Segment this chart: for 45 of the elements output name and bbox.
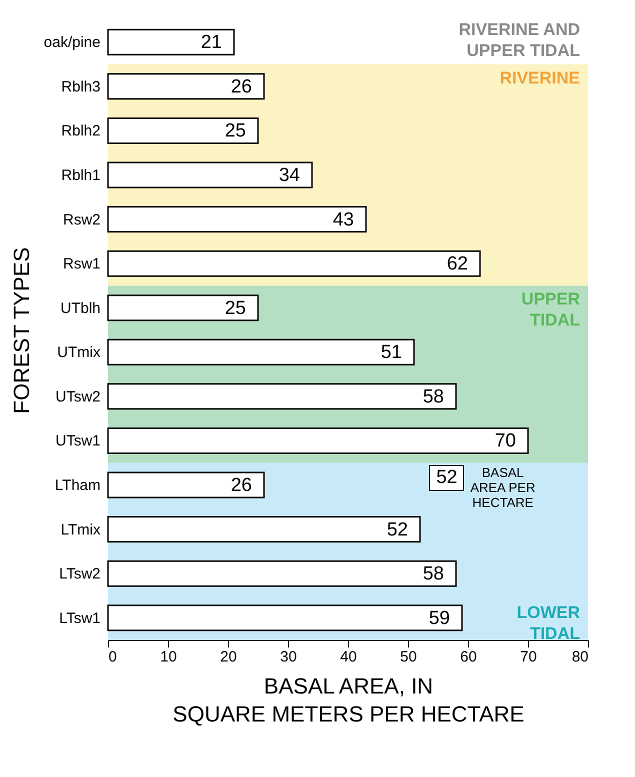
data-label: 58: [422, 564, 444, 585]
y-tick-label: oak/pine: [44, 34, 100, 52]
data-label: 21: [200, 32, 222, 54]
annotation: BASAL AREA PER HECTARE: [470, 464, 536, 510]
data-label: 34: [278, 165, 300, 186]
y-tick-label: LTsw1: [59, 610, 100, 627]
y-tick-label: Rblh2: [61, 122, 100, 140]
x-tick-label: 70: [520, 648, 537, 666]
data-label: 43: [332, 209, 354, 230]
data-label: 59: [428, 608, 450, 629]
y-tick-label: Rblh1: [61, 167, 100, 184]
x-tick-label: 0: [108, 648, 117, 666]
band-label: UPPER TIDAL: [521, 290, 580, 330]
data-label: 58: [422, 386, 444, 408]
y-tick-label: LTsw2: [59, 566, 100, 583]
y-tick-label: Rsw1: [62, 256, 100, 273]
data-label: 70: [494, 430, 516, 452]
x-tick-label: 30: [280, 648, 297, 666]
y-tick-label: UTblh: [60, 300, 100, 317]
x-tick-label: 10: [160, 648, 177, 666]
x-tick-label: 80: [572, 648, 588, 666]
x-tick-label: 60: [460, 648, 477, 666]
x-axis-title: BASAL AREA, IN SQUARE METERS PER HECTARE: [172, 674, 524, 726]
y-tick-label: LTham: [54, 477, 100, 494]
y-tick-label: UTsw2: [55, 388, 100, 406]
x-tick-label: 20: [220, 648, 237, 666]
y-axis-title: FOREST TYPES: [8, 247, 34, 414]
y-tick-label: Rsw2: [62, 211, 100, 228]
annotation: RIVERINE AND UPPER TIDAL: [458, 20, 580, 60]
data-label: 62: [446, 254, 468, 275]
data-label: 51: [380, 342, 402, 364]
x-tick-label: 50: [400, 648, 417, 666]
band-label: LOWER TIDAL: [516, 603, 580, 643]
data-label: 26: [230, 475, 252, 496]
y-tick-label: Rblh3: [61, 78, 100, 96]
x-tick-label: 40: [340, 648, 357, 666]
y-tick-label: UTsw1: [55, 432, 100, 450]
annotation: 52: [429, 464, 464, 491]
y-tick-label: LTmix: [60, 521, 101, 538]
data-label: 52: [386, 519, 408, 540]
data-label: 26: [230, 76, 252, 98]
data-label: 25: [224, 298, 246, 319]
y-tick-label: UTmix: [57, 344, 101, 362]
data-label: 25: [224, 120, 246, 142]
band-label: RIVERINE: [500, 68, 580, 88]
